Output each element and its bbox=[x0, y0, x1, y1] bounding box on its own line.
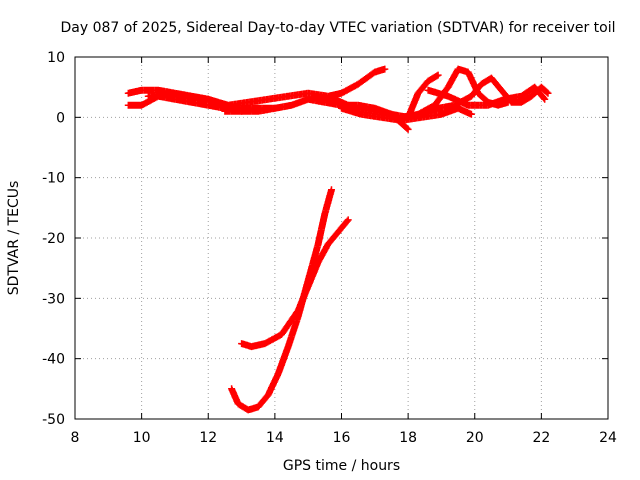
series-markers bbox=[424, 83, 549, 109]
x-tick-label: 8 bbox=[71, 430, 80, 446]
series-arc-h bbox=[424, 83, 549, 109]
grid-lines bbox=[75, 57, 608, 419]
x-tick-label: 14 bbox=[266, 430, 284, 446]
chart-title: Day 087 of 2025, Sidereal Day-to-day VTE… bbox=[60, 20, 615, 36]
series-markers bbox=[228, 186, 335, 414]
y-tick-label: -10 bbox=[42, 171, 65, 187]
series-arc-k bbox=[228, 186, 335, 414]
x-tick-label: 16 bbox=[333, 430, 351, 446]
y-tick-label: -40 bbox=[42, 352, 65, 368]
axis-ticks: 8 10 12 14 16 18 20 22 24 10 0 -10 -20 -30 -40 -50 bbox=[42, 50, 617, 446]
y-axis-label: SDTVAR / TECUs bbox=[6, 181, 22, 296]
x-tick-label: 24 bbox=[599, 430, 617, 446]
series-markers bbox=[338, 104, 475, 124]
y-tick-label: -20 bbox=[42, 231, 65, 247]
x-tick-label: 10 bbox=[133, 430, 151, 446]
series-arc-c bbox=[144, 65, 389, 109]
series-arc-i bbox=[338, 104, 475, 124]
y-tick-label: -30 bbox=[42, 291, 65, 307]
x-tick-label: 18 bbox=[399, 430, 417, 446]
y-tick-label: 0 bbox=[56, 110, 65, 126]
data-series-layer bbox=[124, 65, 552, 414]
series-markers bbox=[144, 65, 389, 109]
x-tick-label: 20 bbox=[466, 430, 484, 446]
y-tick-label: -50 bbox=[42, 412, 65, 428]
x-tick-label: 12 bbox=[199, 430, 217, 446]
y-tick-label: 10 bbox=[47, 50, 65, 66]
x-axis-label: GPS time / hours bbox=[283, 458, 400, 474]
x-tick-label: 22 bbox=[532, 430, 550, 446]
